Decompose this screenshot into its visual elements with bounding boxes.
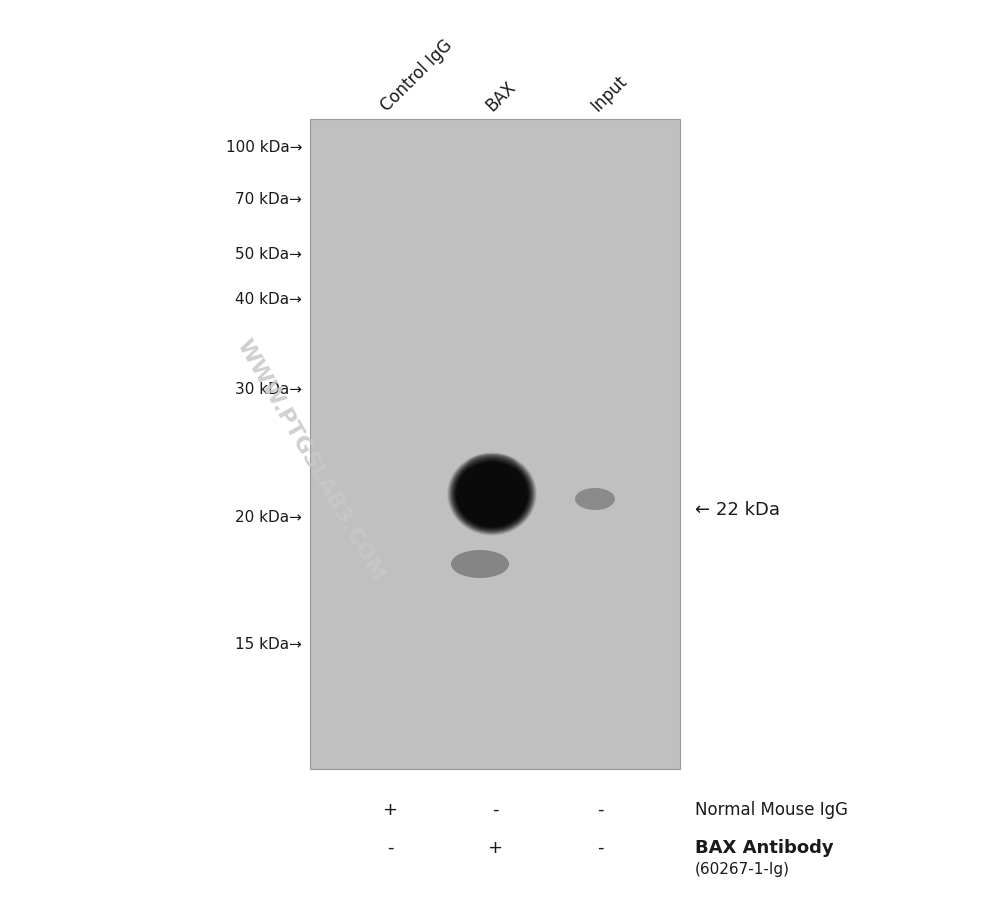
Text: -: -	[597, 838, 603, 856]
Ellipse shape	[450, 456, 534, 533]
Ellipse shape	[454, 459, 530, 529]
Ellipse shape	[468, 455, 516, 474]
Bar	[310, 120, 680, 769]
Ellipse shape	[456, 461, 528, 529]
Text: -: -	[387, 838, 393, 856]
Text: 20 kDa→: 20 kDa→	[235, 510, 302, 525]
Ellipse shape	[456, 461, 528, 528]
Text: BAX Antibody: BAX Antibody	[695, 838, 834, 856]
Ellipse shape	[457, 462, 527, 528]
Ellipse shape	[448, 454, 536, 535]
Ellipse shape	[451, 456, 533, 532]
Ellipse shape	[452, 457, 532, 531]
Ellipse shape	[452, 457, 532, 532]
Ellipse shape	[452, 457, 532, 531]
Ellipse shape	[451, 456, 533, 532]
Text: WWW.PTGSLAB3.COM: WWW.PTGSLAB3.COM	[232, 336, 388, 584]
Ellipse shape	[450, 456, 534, 534]
Ellipse shape	[453, 458, 531, 531]
Text: 30 kDa→: 30 kDa→	[235, 382, 302, 397]
Ellipse shape	[451, 550, 509, 578]
Ellipse shape	[450, 456, 534, 533]
Ellipse shape	[456, 461, 528, 528]
Text: BAX: BAX	[482, 78, 519, 115]
Text: -: -	[492, 800, 498, 818]
Ellipse shape	[457, 462, 527, 527]
Text: +: +	[488, 838, 503, 856]
Ellipse shape	[457, 462, 527, 527]
Text: ← 22 kDa: ← 22 kDa	[695, 501, 780, 519]
Text: -: -	[597, 800, 603, 818]
Text: Input: Input	[587, 72, 630, 115]
Ellipse shape	[454, 459, 530, 530]
Ellipse shape	[453, 458, 531, 530]
Text: 70 kDa→: 70 kDa→	[235, 192, 302, 207]
Ellipse shape	[449, 455, 535, 535]
Text: Control IgG: Control IgG	[377, 36, 456, 115]
Ellipse shape	[454, 460, 530, 529]
Text: 50 kDa→: 50 kDa→	[235, 247, 302, 262]
Ellipse shape	[455, 460, 529, 529]
Ellipse shape	[575, 489, 615, 511]
Text: (60267-1-Ig): (60267-1-Ig)	[695, 861, 790, 877]
Ellipse shape	[455, 460, 529, 529]
Text: 40 kDa→: 40 kDa→	[235, 292, 302, 308]
Ellipse shape	[449, 455, 535, 534]
Text: Normal Mouse IgG: Normal Mouse IgG	[695, 800, 848, 818]
Ellipse shape	[449, 455, 535, 534]
Text: +: +	[382, 800, 398, 818]
Ellipse shape	[453, 458, 531, 530]
Text: 100 kDa→: 100 kDa→	[226, 141, 302, 155]
Text: 15 kDa→: 15 kDa→	[235, 637, 302, 652]
Ellipse shape	[448, 454, 536, 535]
